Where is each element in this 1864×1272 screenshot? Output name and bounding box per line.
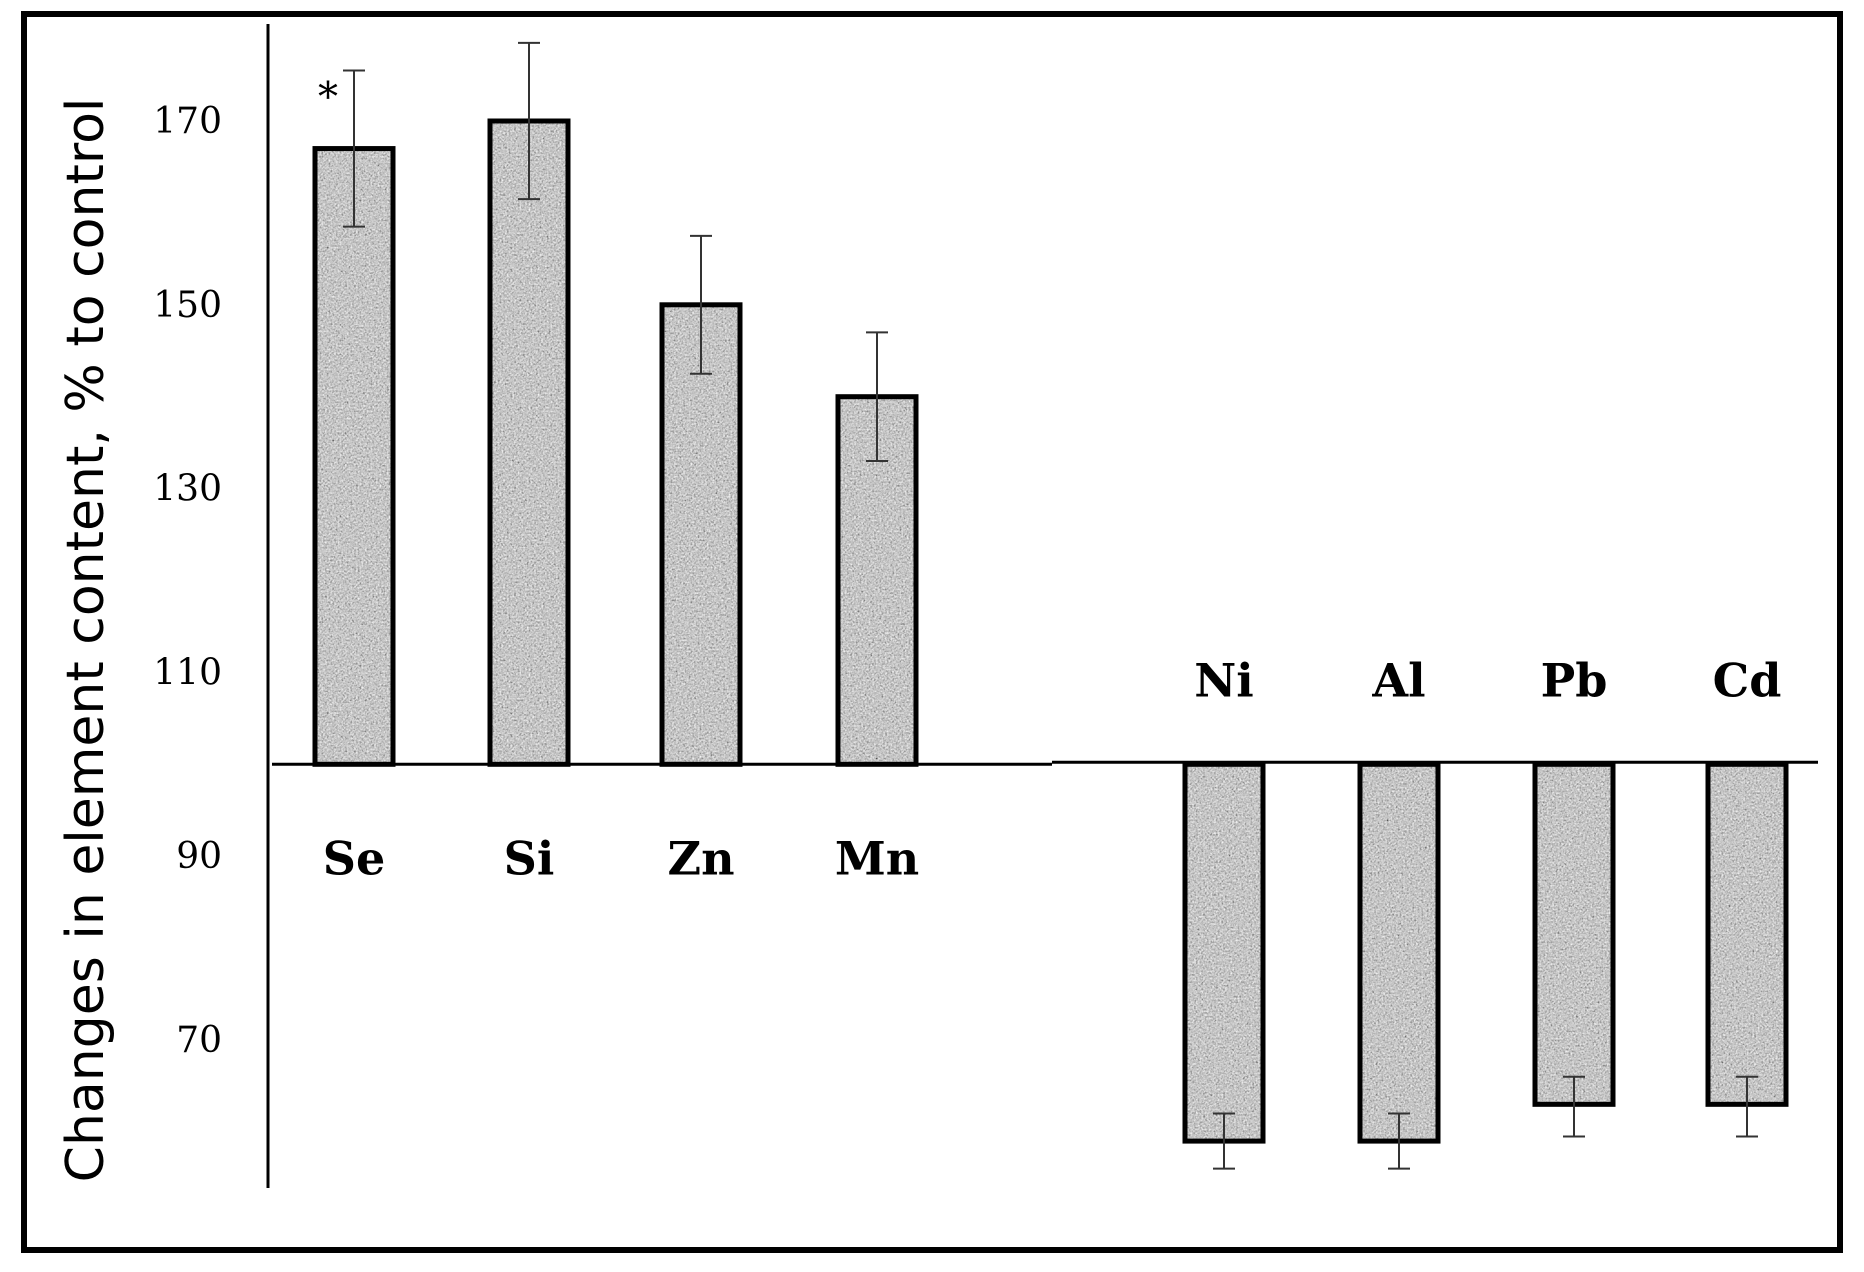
category-label: Pb: [1541, 653, 1608, 707]
bars: [312, 118, 1789, 1144]
category-label: Al: [1371, 653, 1425, 707]
annotations: *: [318, 74, 338, 120]
y-tick-label: 130: [153, 469, 222, 510]
bar-texture: [315, 148, 393, 765]
bar-texture: [1360, 764, 1438, 1142]
significance-annotation: *: [318, 74, 338, 120]
y-tick-label: 70: [176, 1020, 222, 1061]
category-label: Si: [504, 831, 555, 885]
bar-texture: [1535, 764, 1613, 1105]
y-tick-label: 90: [176, 836, 222, 877]
category-label: Zn: [667, 831, 734, 885]
category-labels: Se Si Zn Mn Ni Al Pb Cd: [323, 653, 1782, 885]
category-label: Cd: [1713, 653, 1782, 707]
bar-texture: [662, 304, 740, 765]
category-label: Mn: [835, 831, 919, 885]
y-axis-label: Changes in element content, % to control: [56, 98, 116, 1183]
category-label: Se: [323, 831, 386, 885]
bar-texture: [1185, 764, 1263, 1142]
y-tick-label: 110: [153, 652, 222, 693]
bar-texture: [490, 121, 568, 765]
bar-texture: [1708, 764, 1786, 1105]
y-ticks: 70 90 110 130 150 170: [153, 101, 222, 1061]
category-label: Ni: [1194, 653, 1254, 707]
outer-frame: [21, 11, 1843, 1253]
y-tick-label: 170: [153, 101, 222, 142]
y-tick-label: 150: [153, 285, 222, 326]
error-bars: [343, 41, 1758, 1170]
